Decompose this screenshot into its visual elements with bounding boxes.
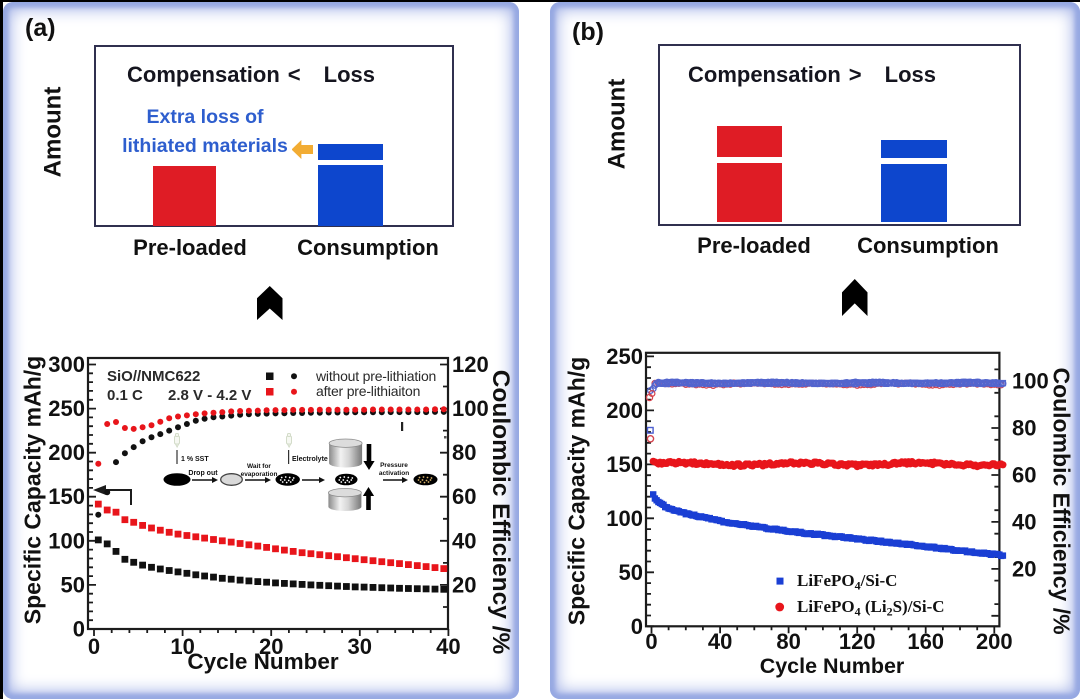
- svg-text:80: 80: [776, 629, 800, 654]
- svg-text:80: 80: [452, 440, 476, 465]
- svg-text:SiO//NMC622: SiO//NMC622: [107, 368, 200, 385]
- svg-text:LiFePO4 (Li2S)/Si-C: LiFePO4 (Li2S)/Si-C: [797, 597, 945, 619]
- svg-text:activation: activation: [379, 470, 409, 477]
- svg-text:Cycle Number: Cycle Number: [187, 649, 339, 674]
- svg-text:160: 160: [907, 629, 944, 654]
- svg-text:Specific Capacity mAh/g: Specific Capacity mAh/g: [20, 356, 46, 624]
- svg-text:50: 50: [619, 560, 643, 585]
- svg-text:Wait for: Wait for: [247, 463, 271, 470]
- svg-text:40: 40: [708, 629, 732, 654]
- svg-text:LiFePO4/Si-C: LiFePO4/Si-C: [797, 571, 897, 593]
- svg-text:0: 0: [88, 634, 100, 659]
- svg-text:without pre-lithiation: without pre-lithiation: [315, 368, 436, 384]
- svg-text:250: 250: [606, 344, 643, 369]
- svg-text:50: 50: [61, 572, 85, 597]
- svg-text:20: 20: [1012, 556, 1036, 581]
- svg-text:100: 100: [48, 528, 85, 553]
- svg-text:300: 300: [48, 352, 85, 377]
- svg-text:40: 40: [436, 634, 460, 659]
- svg-text:Coulombic Efficiency /%: Coulombic Efficiency /%: [487, 370, 514, 655]
- svg-text:Electrolyte: Electrolyte: [292, 456, 328, 463]
- svg-text:60: 60: [452, 484, 476, 509]
- svg-text:Drop out: Drop out: [188, 470, 218, 477]
- svg-text:0.1 C: 0.1 C: [107, 387, 143, 404]
- svg-text:Pressure: Pressure: [380, 462, 408, 469]
- svg-text:40: 40: [452, 528, 476, 553]
- svg-text:100: 100: [1012, 369, 1049, 394]
- svg-text:0: 0: [645, 629, 657, 654]
- svg-text:Specific Capacity mAh/g: Specific Capacity mAh/g: [564, 357, 590, 625]
- svg-text:150: 150: [606, 452, 643, 477]
- svg-text:after pre-lithiaiton: after pre-lithiaiton: [316, 383, 420, 399]
- svg-text:120: 120: [839, 629, 876, 654]
- svg-text:Cycle Number: Cycle Number: [760, 654, 905, 678]
- svg-text:10: 10: [170, 634, 194, 659]
- svg-text:200: 200: [606, 398, 643, 423]
- svg-text:100: 100: [452, 396, 489, 421]
- svg-text:evaporation: evaporation: [241, 471, 278, 478]
- svg-text:20: 20: [259, 634, 283, 659]
- svg-text:20: 20: [452, 572, 476, 597]
- svg-text:120: 120: [452, 352, 489, 377]
- svg-text:0: 0: [73, 617, 85, 642]
- svg-text:200: 200: [976, 629, 1013, 654]
- svg-text:60: 60: [1012, 463, 1036, 488]
- svg-text:150: 150: [48, 484, 85, 509]
- svg-text:1 % SST: 1 % SST: [181, 456, 209, 463]
- svg-text:30: 30: [348, 634, 372, 659]
- svg-text:100: 100: [606, 506, 643, 531]
- svg-text:250: 250: [48, 396, 85, 421]
- svg-text:80: 80: [1012, 416, 1036, 441]
- svg-text:40: 40: [1012, 509, 1036, 534]
- svg-text:0: 0: [631, 614, 643, 639]
- svg-text:2.8 V - 4.2 V: 2.8 V - 4.2 V: [168, 387, 251, 404]
- svg-text:200: 200: [48, 440, 85, 465]
- svg-text:Coulombic Efficiency /%: Coulombic Efficiency /%: [1049, 367, 1075, 634]
